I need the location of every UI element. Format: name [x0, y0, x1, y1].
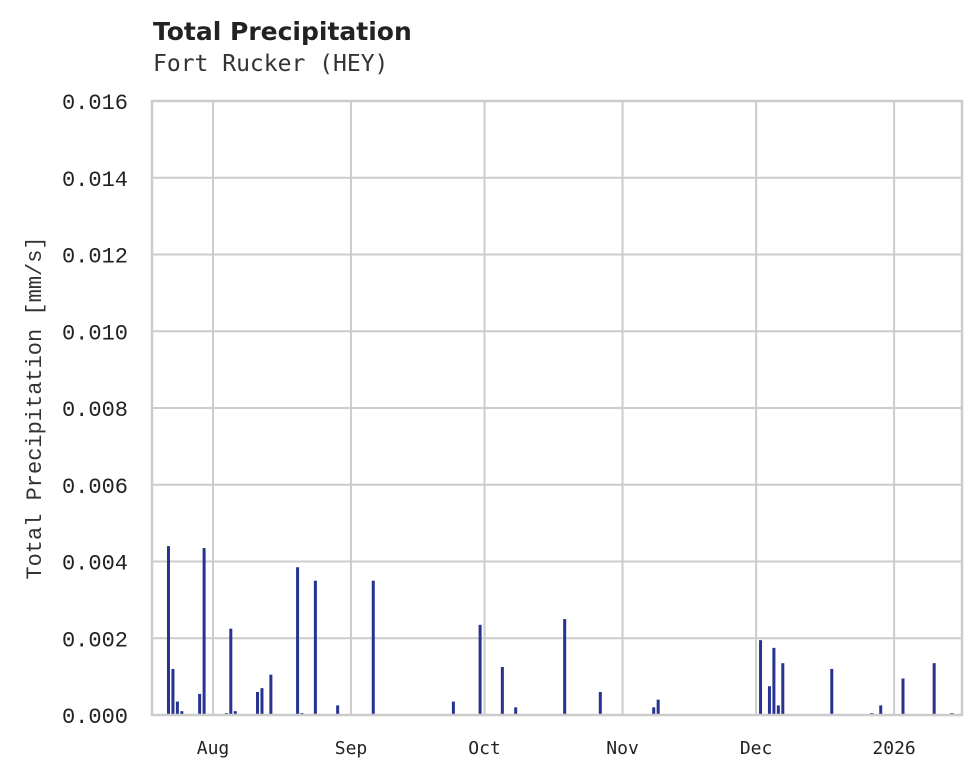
- precipitation-bar: [598, 691, 602, 715]
- precipitation-series: [166, 546, 954, 715]
- y-tick-label: 0.008: [62, 398, 128, 423]
- precipitation-bar: [229, 628, 233, 715]
- x-tick-label: Nov: [606, 738, 639, 759]
- precipitation-bar: [180, 711, 184, 715]
- y-tick-label: 0.002: [62, 628, 128, 653]
- precipitation-bar: [932, 663, 936, 715]
- y-tick-label: 0.000: [62, 705, 128, 730]
- precipitation-bar: [202, 548, 206, 715]
- x-tick-label: Dec: [740, 738, 773, 759]
- precipitation-bar: [256, 691, 260, 715]
- precipitation-bar: [652, 707, 656, 715]
- precipitation-bar: [371, 580, 375, 715]
- chart-title: Total Precipitation: [153, 17, 412, 46]
- y-tick-label: 0.014: [62, 168, 128, 193]
- x-tick-label: Sep: [335, 738, 368, 759]
- x-tick-label: Aug: [197, 738, 230, 759]
- precipitation-bar: [879, 705, 883, 715]
- precipitation-bar: [478, 624, 482, 715]
- precipitation-bar: [901, 678, 905, 715]
- x-tick-label: Oct: [468, 738, 501, 759]
- y-axis-label: Total Precipitation [mm/s]: [23, 236, 48, 579]
- precipitation-bar: [563, 619, 567, 715]
- precipitation-bar: [336, 705, 340, 715]
- plot-frame: [150, 99, 964, 717]
- chart-subtitle: Fort Rucker (HEY): [153, 51, 389, 77]
- precipitation-bar: [166, 546, 170, 715]
- precipitation-bar: [296, 567, 300, 715]
- precipitation-bar: [500, 667, 504, 715]
- y-axis-ticks: 0.000 0.002 0.004 0.006 0.008 0.010 0.012 0.014…: [62, 91, 128, 730]
- precipitation-bar: [198, 693, 202, 715]
- precipitation-bar: [767, 686, 771, 715]
- x-tick-label: 2026: [872, 738, 915, 759]
- precipitation-bar: [233, 711, 237, 715]
- y-tick-label: 0.004: [62, 552, 128, 577]
- precipitation-bar: [451, 701, 455, 715]
- precipitation-bar: [260, 688, 264, 715]
- precipitation-bar: [171, 668, 175, 715]
- precipitation-bar: [175, 701, 179, 715]
- precipitation-bar: [772, 647, 776, 715]
- precipitation-bar: [514, 707, 518, 715]
- precipitation-bar: [269, 674, 273, 715]
- x-axis-ticks: Aug Sep Oct Nov Dec 2026: [197, 738, 916, 759]
- y-tick-label: 0.010: [62, 321, 128, 346]
- precipitation-bar: [313, 580, 317, 715]
- y-tick-label: 0.016: [62, 91, 128, 116]
- precipitation-bar: [830, 668, 834, 715]
- grid-lines: [152, 100, 962, 716]
- precipitation-bar: [759, 640, 763, 715]
- y-tick-label: 0.006: [62, 475, 128, 500]
- precipitation-bar: [776, 705, 780, 715]
- precipitation-bar: [781, 663, 785, 715]
- precipitation-bar: [656, 699, 660, 715]
- y-tick-label: 0.012: [62, 245, 128, 270]
